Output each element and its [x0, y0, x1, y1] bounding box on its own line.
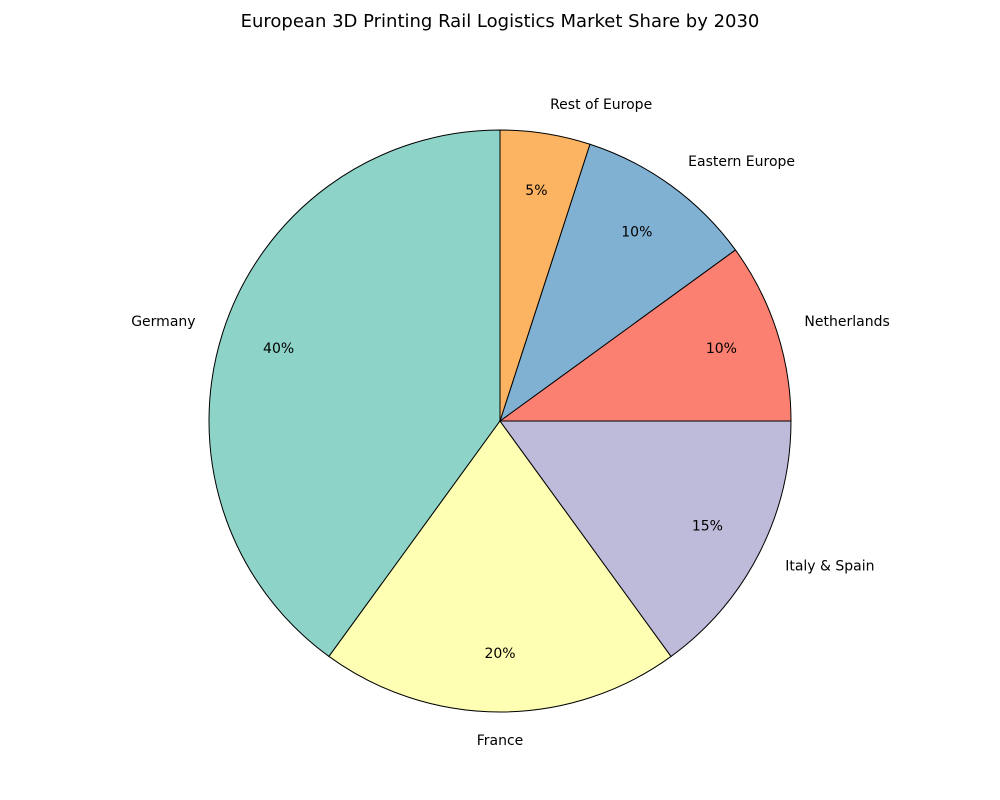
value-label: 10%	[706, 341, 737, 357]
category-label: Netherlands	[804, 314, 889, 330]
chart-title: European 3D Printing Rail Logistics Mark…	[241, 11, 760, 32]
category-label: France	[477, 733, 524, 749]
category-label: Rest of Europe	[550, 97, 652, 113]
category-label: Eastern Europe	[688, 154, 795, 170]
category-label: Germany	[131, 314, 195, 330]
value-label: 40%	[263, 341, 294, 357]
value-label: 15%	[692, 519, 723, 535]
pie-slice	[328, 420, 672, 713]
pie-slice	[208, 129, 501, 658]
category-label: Italy & Spain	[785, 558, 874, 574]
value-label: 5%	[525, 183, 547, 199]
pie-slice	[499, 420, 792, 658]
pie-slice	[499, 143, 737, 423]
pie-slice	[499, 129, 591, 422]
value-label: 10%	[621, 225, 652, 241]
pie-slice	[498, 249, 792, 422]
value-label: 20%	[484, 646, 515, 662]
